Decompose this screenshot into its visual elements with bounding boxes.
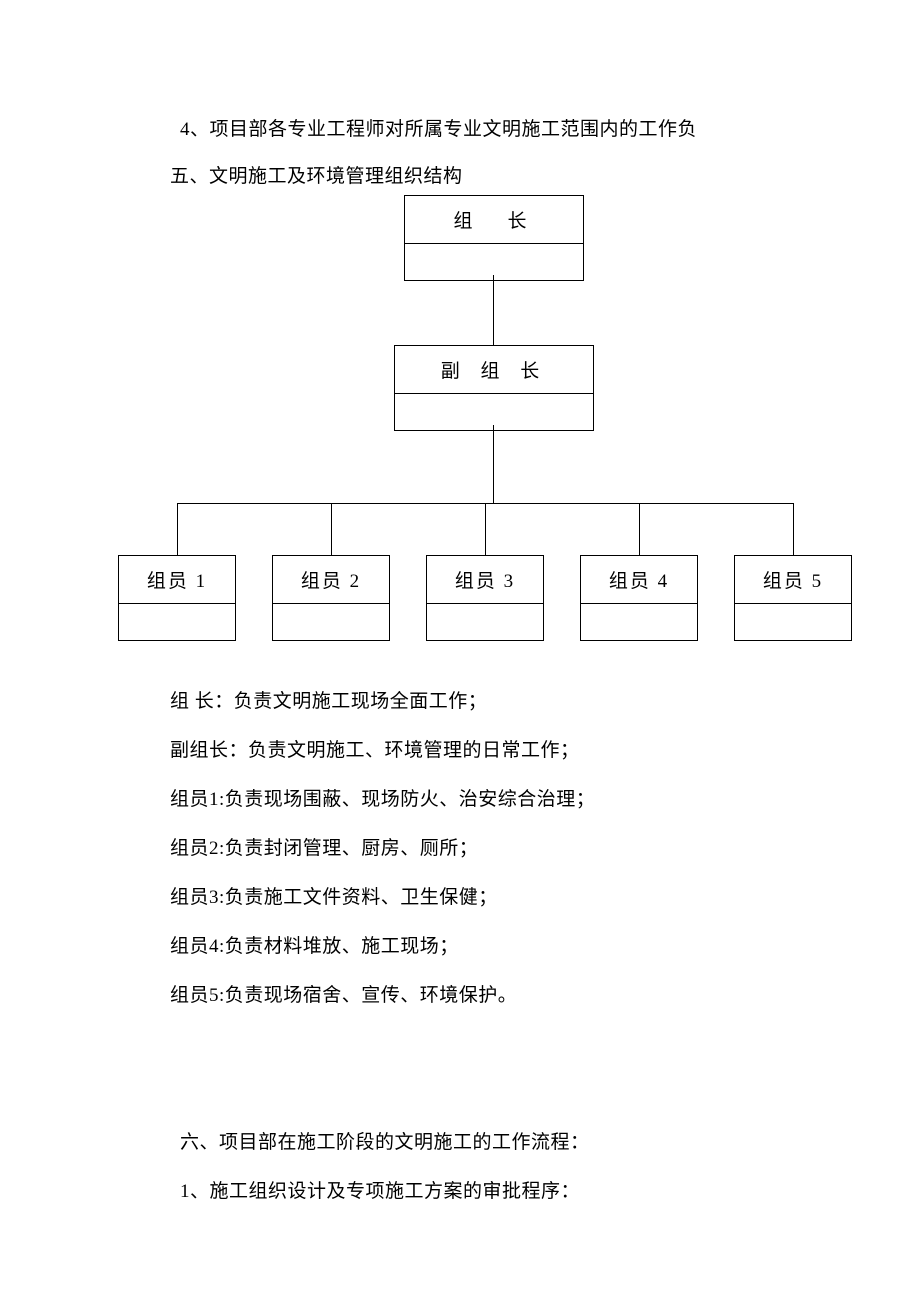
org-box-member-1: 组员 1 bbox=[118, 555, 236, 641]
org-deputy-blank bbox=[395, 394, 593, 430]
org-box-member-5: 组员 5 bbox=[734, 555, 852, 641]
org-chart: 组 长 副 组 长 组员 1 组员 2 组员 3 组员 4 组员 5 bbox=[0, 195, 920, 655]
connector-v2 bbox=[493, 425, 494, 503]
org-deputy-title: 副 组 长 bbox=[395, 346, 593, 394]
org-box-member-2: 组员 2 bbox=[272, 555, 390, 641]
org-box-deputy: 副 组 长 bbox=[394, 345, 594, 431]
connector-drop-1 bbox=[177, 503, 178, 555]
org-leader-title: 组 长 bbox=[405, 196, 583, 244]
org-leader-blank bbox=[405, 244, 583, 280]
connector-v1 bbox=[493, 275, 494, 345]
org-box-member-4: 组员 4 bbox=[580, 555, 698, 641]
heading-5: 五、文明施工及环境管理组织结构 bbox=[170, 163, 463, 192]
heading-6: 六、项目部在施工阶段的文明施工的工作流程： bbox=[180, 1129, 590, 1158]
connector-drop-3 bbox=[485, 503, 486, 555]
paragraph-4: 4、项目部各专业工程师对所属专业文明施工范围内的工作负 bbox=[180, 116, 697, 145]
role-member3: 组员3:负责施工文件资料、卫生保健； bbox=[170, 884, 498, 913]
org-member-2-title: 组员 2 bbox=[273, 556, 389, 604]
paragraph-6-1: 1、施工组织设计及专项施工方案的审批程序： bbox=[180, 1178, 580, 1207]
org-member-2-blank bbox=[273, 604, 389, 640]
connector-drop-4 bbox=[639, 503, 640, 555]
org-member-5-blank bbox=[735, 604, 851, 640]
org-box-leader: 组 长 bbox=[404, 195, 584, 281]
org-member-5-title: 组员 5 bbox=[735, 556, 851, 604]
role-member4: 组员4:负责材料堆放、施工现场； bbox=[170, 933, 459, 962]
org-member-1-title: 组员 1 bbox=[119, 556, 235, 604]
org-member-4-title: 组员 4 bbox=[581, 556, 697, 604]
org-member-3-blank bbox=[427, 604, 543, 640]
connector-drop-5 bbox=[793, 503, 794, 555]
role-leader: 组 长：负责文明施工现场全面工作； bbox=[170, 688, 487, 717]
role-member2: 组员2:负责封闭管理、厨房、厕所； bbox=[170, 835, 478, 864]
org-member-1-blank bbox=[119, 604, 235, 640]
role-deputy: 副组长：负责文明施工、环境管理的日常工作； bbox=[170, 737, 580, 766]
role-member1: 组员1:负责现场围蔽、现场防火、治安综合治理； bbox=[170, 786, 595, 815]
org-box-member-3: 组员 3 bbox=[426, 555, 544, 641]
role-member5: 组员5:负责现场宿舍、宣传、环境保护。 bbox=[170, 982, 517, 1011]
connector-drop-2 bbox=[331, 503, 332, 555]
org-member-4-blank bbox=[581, 604, 697, 640]
org-member-3-title: 组员 3 bbox=[427, 556, 543, 604]
